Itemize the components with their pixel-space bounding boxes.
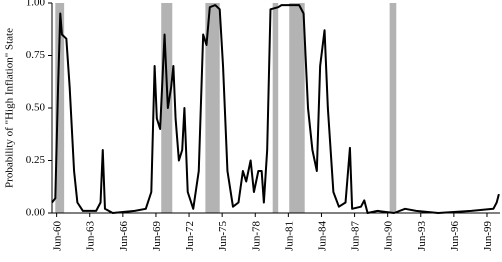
y-tick-label: 0.00 bbox=[26, 207, 46, 219]
x-tick-label: Jun-84 bbox=[316, 221, 328, 251]
x-tick-label: Jun-96 bbox=[449, 221, 461, 251]
y-tick-label: 1.00 bbox=[26, 0, 46, 9]
y-tick-label: 0.25 bbox=[26, 154, 46, 166]
x-tick-label: Jun-81 bbox=[283, 221, 295, 251]
shaded-period bbox=[272, 3, 279, 213]
x-tick-label: Jun-87 bbox=[350, 221, 362, 251]
x-tick-label: Jun-66 bbox=[118, 221, 130, 251]
x-tick-label: Jun-75 bbox=[217, 221, 229, 251]
x-tick-label: Jun-63 bbox=[85, 221, 97, 251]
shaded-period bbox=[289, 3, 305, 213]
y-tick-label: 0.75 bbox=[26, 49, 46, 61]
x-tick-label: Jun-93 bbox=[416, 221, 428, 251]
x-tick-label: Jun-99 bbox=[482, 221, 494, 251]
y-tick-label: 0.50 bbox=[26, 102, 46, 114]
x-tick-label: Jun-72 bbox=[184, 221, 196, 251]
line bbox=[51, 4, 500, 214]
x-tick-label: Jun-60 bbox=[52, 221, 64, 251]
shaded-period bbox=[55, 3, 65, 213]
shaded-period bbox=[389, 3, 397, 213]
x-tick-label: Jun-69 bbox=[151, 221, 163, 251]
shaded-period bbox=[205, 3, 220, 213]
shaded-period bbox=[161, 3, 173, 213]
x-tick-label: Jun-78 bbox=[250, 221, 262, 251]
y-axis-label: Probability of "High Inflation" State bbox=[4, 28, 16, 188]
x-tick-label: Jun-90 bbox=[383, 221, 395, 251]
